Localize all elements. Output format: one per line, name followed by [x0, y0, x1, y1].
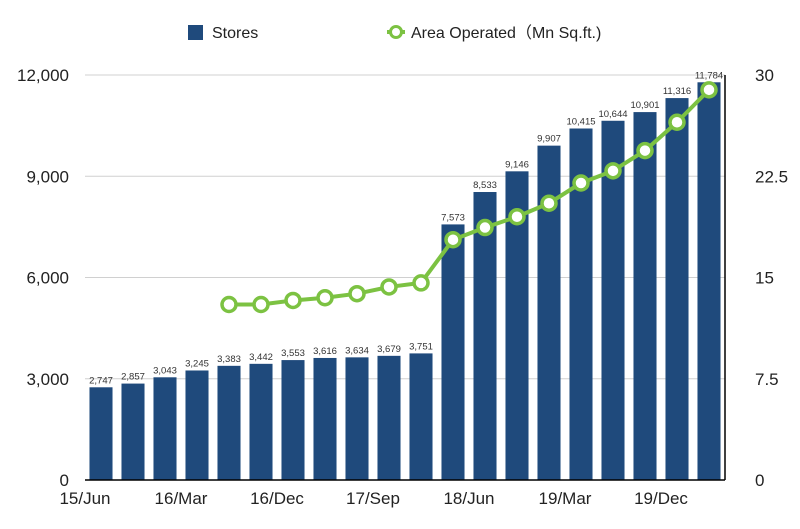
area-point-16/Sep	[252, 295, 270, 314]
y-right-tick-4: 30	[755, 66, 774, 85]
bar-17/Mar	[313, 357, 337, 480]
area-point-17/Sep	[380, 278, 398, 296]
bar-17/Jun	[345, 357, 369, 480]
bar-19/Mar	[569, 128, 593, 480]
legend-marker-area	[389, 25, 403, 39]
bar-series-stores	[89, 82, 721, 481]
area-point-19/Jun	[604, 162, 622, 180]
y-left-ticks: 0 3,000 6,000 9,000 12,000	[17, 66, 69, 490]
bar-label-20/Mar: 11,784	[695, 70, 723, 81]
bar-label-18/Jun: 8,533	[473, 180, 497, 191]
x-tick-5: 19/Mar	[539, 489, 592, 508]
bar-18/Mar	[441, 224, 465, 480]
bar-16/Sep	[249, 363, 273, 480]
area-point-18/Dec	[540, 194, 558, 212]
y-right-tick-2: 15	[755, 269, 774, 288]
bar-17/Sep	[377, 355, 401, 480]
area-point-19/Sep	[636, 141, 654, 160]
legend-label-stores: Stores	[212, 25, 258, 42]
y-left-tick-0: 0	[60, 471, 69, 490]
axes	[85, 75, 726, 481]
bar-15/Sep	[121, 383, 145, 480]
bar-16/Jun	[217, 365, 241, 480]
x-tick-4: 18/Jun	[443, 489, 494, 508]
bar-18/Sep	[505, 171, 529, 480]
area-point-20/Mar	[700, 81, 718, 99]
y-left-tick-1: 3,000	[26, 370, 69, 389]
area-point-16/Dec	[284, 291, 302, 310]
y-left-tick-4: 12,000	[17, 66, 69, 85]
x-tick-6: 19/Dec	[634, 489, 688, 508]
bar-label-19/Jun: 10,644	[598, 109, 627, 120]
bar-label-19/Dec: 11,316	[663, 86, 691, 97]
y-left-tick-2: 6,000	[26, 269, 69, 288]
area-point-17/Mar	[316, 289, 334, 307]
bar-19/Sep	[633, 112, 657, 480]
area-line-path	[229, 88, 711, 307]
bar-label-15/Sep: 2,857	[121, 372, 145, 383]
bar-label-19/Mar: 10,415	[566, 116, 595, 127]
legend: Stores Area Operated（Mn Sq.ft.)	[188, 24, 601, 42]
area-point-18/Sep	[508, 208, 526, 226]
legend-label-area: Area Operated（Mn Sq.ft.)	[411, 24, 601, 42]
bar-18/Dec	[537, 145, 561, 481]
area-point-16/Jun	[220, 295, 238, 314]
bar-label-16/Jun: 3,383	[217, 354, 241, 365]
bar-label-15/Jun: 2,747	[89, 375, 113, 386]
x-tick-1: 16/Mar	[155, 489, 208, 508]
bar-17/Dec	[409, 353, 433, 480]
bar-label-17/Mar: 3,616	[313, 346, 337, 357]
x-ticks: 15/Jun 16/Mar 16/Dec 17/Sep 18/Jun 19/Mar 19/D…	[59, 489, 688, 508]
y-right-tick-1: 7.5	[755, 370, 779, 389]
bar-data-labels: 2,747 2,857 3,043 3,245 3,383 3,442 3,553 3,616…	[89, 70, 723, 386]
bar-label-17/Dec: 3,751	[409, 341, 433, 352]
legend-swatch-stores	[188, 25, 203, 40]
bar-label-18/Sep: 9,146	[505, 159, 529, 170]
bar-15/Jun	[89, 387, 113, 480]
bar-20/Mar	[697, 82, 721, 480]
bar-label-16/Mar: 3,245	[185, 358, 209, 369]
area-point-19/Dec	[668, 113, 686, 131]
area-point-17/Dec	[412, 274, 430, 292]
bar-label-15/Dec: 3,043	[153, 365, 177, 376]
x-tick-2: 16/Dec	[250, 489, 304, 508]
gridlines	[85, 74, 725, 380]
bar-label-17/Jun: 3,634	[345, 345, 369, 356]
x-tick-0: 15/Jun	[59, 489, 110, 508]
bar-16/Mar	[185, 370, 209, 480]
area-point-19/Mar	[572, 174, 590, 192]
x-tick-3: 17/Sep	[346, 489, 400, 508]
area-point-18/Mar	[444, 230, 462, 249]
bar-18/Jun	[473, 192, 497, 481]
bar-label-16/Sep: 3,442	[249, 352, 273, 363]
bar-label-18/Dec: 9,907	[537, 134, 561, 145]
bar-15/Dec	[153, 377, 177, 480]
bar-19/Jun	[601, 120, 625, 480]
line-series-area	[220, 81, 718, 314]
y-right-tick-3: 22.5	[755, 167, 788, 186]
bar-label-18/Mar: 7,573	[441, 212, 465, 223]
bar-16/Dec	[281, 360, 305, 480]
y-right-tick-0: 0	[755, 471, 764, 490]
bar-label-19/Sep: 10,901	[630, 100, 659, 111]
y-right-ticks: 0 7.5 15 22.5 30	[755, 66, 788, 490]
area-point-18/Jun	[476, 218, 494, 237]
bar-label-16/Dec: 3,553	[281, 348, 305, 359]
bar-label-17/Sep: 3,679	[377, 344, 401, 355]
bar-19/Dec	[665, 98, 689, 481]
area-point-17/Jun	[348, 284, 366, 303]
y-left-tick-3: 9,000	[26, 167, 69, 186]
